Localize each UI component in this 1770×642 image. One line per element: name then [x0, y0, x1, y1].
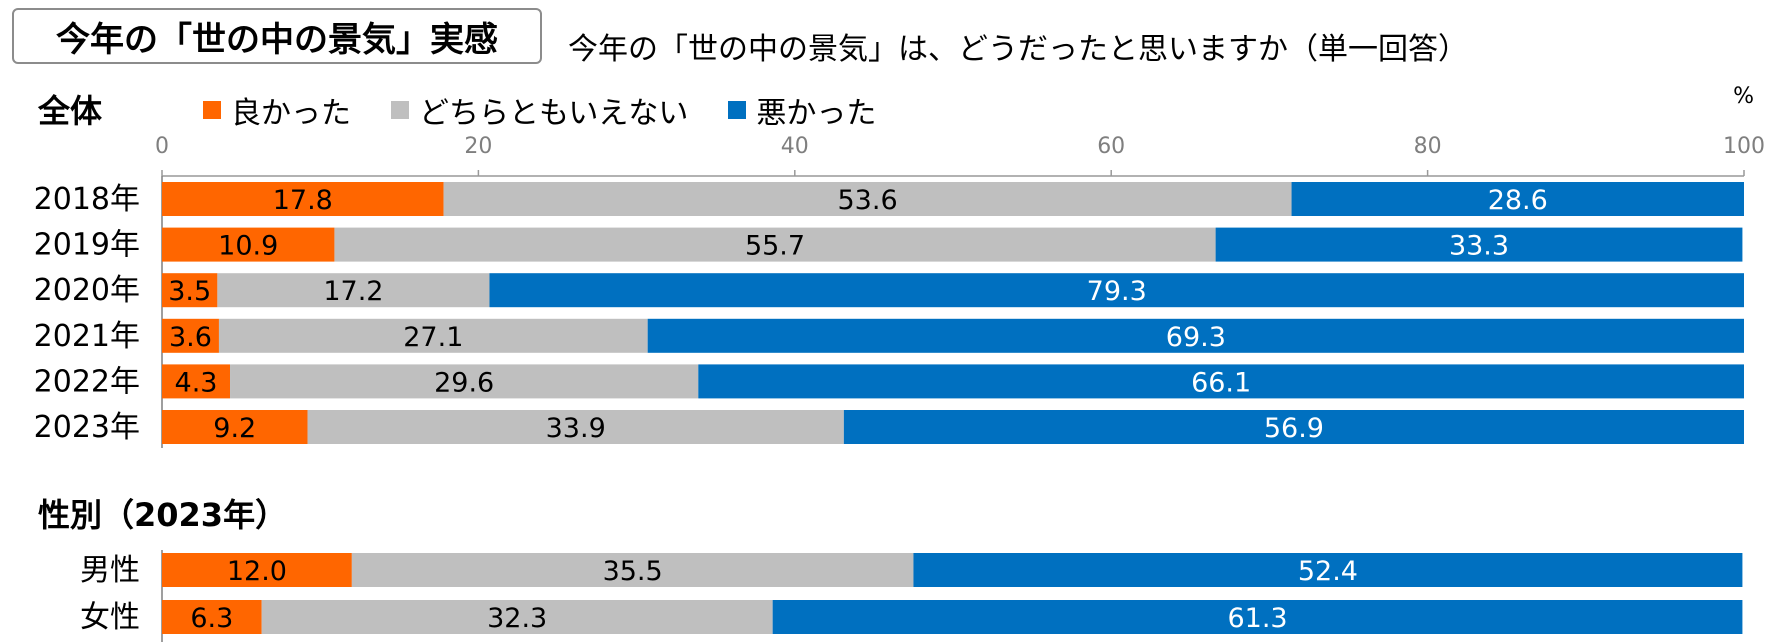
data-label-good: 3.5	[168, 276, 211, 307]
data-label-bad: 28.6	[1488, 185, 1548, 216]
bar-good	[162, 318, 219, 353]
bar-bad	[1291, 182, 1744, 216]
bar-good	[162, 364, 231, 399]
category-label: 2021年	[34, 319, 140, 354]
bar-bad	[843, 410, 1744, 444]
x-tick-label: 80	[1414, 134, 1442, 159]
data-label-neutral: 35.5	[603, 556, 663, 587]
category-label: 2019年	[34, 228, 140, 263]
bar-neutral	[230, 364, 699, 399]
bar-good	[162, 410, 308, 444]
bar-neutral	[307, 410, 844, 444]
chart-title: 今年の「世の中の景気」実感	[12, 8, 542, 64]
data-label-good: 6.3	[190, 603, 233, 634]
data-label-good: 12.0	[227, 556, 287, 587]
data-label-bad: 79.3	[1087, 276, 1147, 307]
category-label: 2022年	[34, 364, 140, 399]
bar-bad	[913, 553, 1743, 587]
bar-good	[162, 182, 444, 216]
bar-neutral	[351, 553, 914, 587]
data-label-bad: 33.3	[1449, 231, 1509, 262]
legend-item-good: 良かった	[203, 88, 351, 132]
section-title-overall: 全体	[38, 92, 103, 130]
data-label-good: 4.3	[175, 367, 218, 398]
x-tick-label: 60	[1097, 134, 1125, 159]
category-label: 男性	[80, 553, 140, 588]
bar-neutral	[217, 273, 490, 308]
data-label-good: 9.2	[213, 413, 256, 444]
legend-swatch-good	[203, 101, 221, 119]
data-label-neutral: 17.2	[323, 276, 383, 307]
data-label-bad: 69.3	[1166, 322, 1226, 353]
bar-neutral	[443, 182, 1292, 216]
bar-bad	[698, 364, 1744, 399]
data-label-good: 3.6	[169, 322, 212, 353]
bar-neutral	[218, 318, 648, 353]
data-label-neutral: 27.1	[403, 322, 463, 353]
data-label-bad: 61.3	[1227, 603, 1287, 634]
bar-bad	[489, 273, 1744, 308]
bar-good	[162, 273, 218, 308]
category-label: 女性	[80, 600, 140, 635]
x-tick-label: 100	[1723, 134, 1765, 159]
data-label-good: 10.9	[218, 231, 278, 262]
legend-label-good: 良かった	[231, 96, 351, 131]
data-label-neutral: 55.7	[745, 231, 805, 262]
category-label: 2020年	[34, 273, 140, 308]
survey-question: 今年の「世の中の景気」は、どうだったと思いますか（単一回答）	[568, 32, 1468, 67]
bar-good	[162, 553, 352, 587]
bar-bad	[1215, 227, 1743, 262]
data-label-neutral: 29.6	[434, 367, 494, 398]
bar-good	[162, 600, 262, 634]
data-label-bad: 52.4	[1298, 556, 1358, 587]
unit-label: %	[1733, 84, 1754, 109]
section-title-gender: 性別（2023年）	[38, 496, 288, 534]
data-label-bad: 56.9	[1264, 413, 1324, 444]
data-label-neutral: 33.9	[546, 413, 606, 444]
legend-item-bad: 悪かった	[728, 88, 876, 132]
legend-swatch-neutral	[391, 101, 409, 119]
data-label-good: 17.8	[273, 185, 333, 216]
bar-good	[162, 227, 335, 262]
data-label-neutral: 53.6	[838, 185, 898, 216]
legend-label-bad: 悪かった	[756, 96, 877, 131]
category-label: 2023年	[34, 410, 140, 445]
legend-swatch-bad	[728, 101, 747, 119]
legend-item-neutral: どちらともいえない	[391, 88, 688, 132]
x-tick-label: 0	[155, 134, 169, 159]
bar-neutral	[261, 600, 773, 634]
category-label: 2018年	[34, 182, 140, 217]
data-label-bad: 66.1	[1191, 367, 1251, 398]
bar-bad	[772, 600, 1743, 634]
data-label-neutral: 32.3	[487, 603, 547, 634]
bar-bad	[647, 318, 1744, 353]
x-tick-label: 40	[781, 134, 809, 159]
legend-label-neutral: どちらともいえない	[419, 96, 689, 131]
bar-neutral	[334, 227, 1216, 262]
legend: 良かった どちらともいえない 悪かった	[203, 88, 916, 132]
x-tick-label: 20	[464, 134, 492, 159]
